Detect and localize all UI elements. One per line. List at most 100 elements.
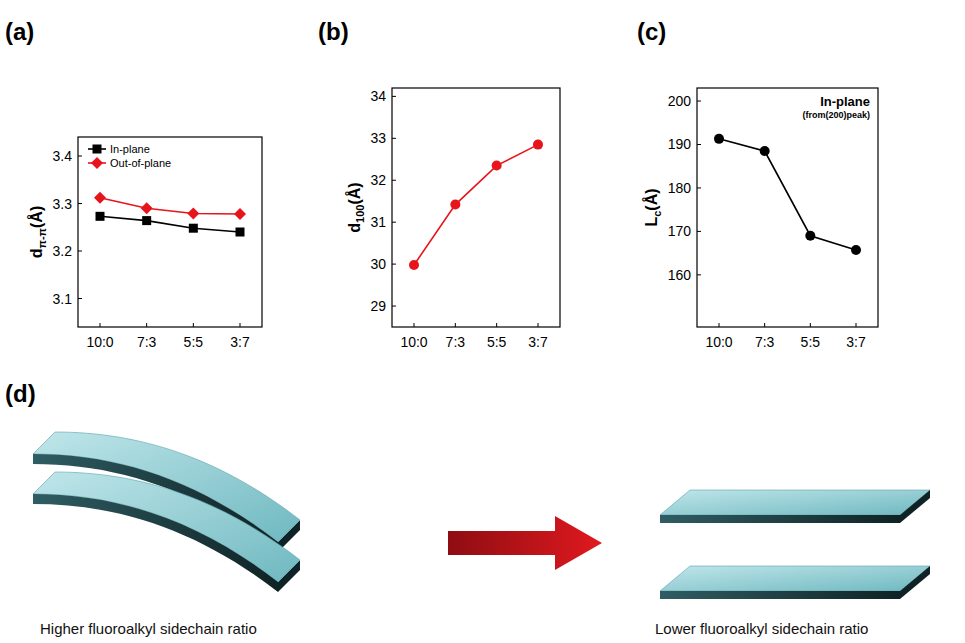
legend-label: Out-of-plane	[110, 157, 171, 169]
y-tick	[78, 298, 82, 299]
series-line	[100, 198, 240, 214]
y-title-sub: π-π	[36, 227, 48, 248]
y-tick	[392, 180, 396, 181]
slab-side	[900, 490, 930, 523]
y-tick	[392, 306, 396, 307]
y-tick	[697, 231, 701, 232]
x-tick	[240, 323, 241, 327]
marker-circle	[851, 245, 861, 255]
y-tick-label: 31	[370, 214, 386, 230]
marker-diamond	[91, 157, 103, 169]
series-line	[719, 139, 856, 250]
x-tick	[856, 323, 857, 327]
x-tick	[455, 323, 456, 327]
panel-letter: (d)	[5, 380, 36, 407]
slab-front	[660, 591, 900, 599]
x-tick	[100, 323, 101, 327]
marker-square	[236, 228, 245, 237]
plot-frame	[392, 88, 560, 327]
y-tick-label: 190	[668, 136, 692, 152]
marker-circle	[760, 146, 770, 156]
panel-0: (a)3.13.23.33.410:07:35:53:7dπ-π(Å)In-pl…	[5, 18, 262, 350]
y-tick-label: 3.3	[53, 196, 73, 212]
marker-diamond	[141, 202, 153, 214]
diagram: (d)Higher fluoroalkyl sidechain ratioLow…	[5, 380, 930, 637]
y-tick-label: 3.4	[53, 148, 73, 164]
legend: In-plane Out-of-plane	[88, 143, 171, 169]
y-axis-title: d100(Å)	[345, 182, 366, 232]
x-tick-label: 10:0	[400, 334, 427, 350]
marker-circle	[714, 134, 724, 144]
x-tick-label: 10:0	[86, 334, 113, 350]
y-tick-label: 170	[668, 223, 692, 239]
slab-front	[33, 494, 278, 592]
y-axis-title: dπ-π(Å)	[27, 206, 48, 259]
marker-square	[93, 145, 102, 154]
data-group	[94, 192, 246, 237]
series-line	[100, 216, 240, 232]
annotation: (from(200)peak)	[802, 110, 870, 120]
y-tick-label: 29	[370, 298, 386, 314]
y-tick-label: 200	[668, 93, 692, 109]
y-tick-label: 160	[668, 267, 692, 283]
x-tick-label: 5:5	[184, 334, 204, 350]
slab-side	[900, 566, 930, 599]
x-tick-label: 7:3	[137, 334, 157, 350]
y-title-sub: 100	[354, 205, 366, 223]
panel-letter: (b)	[318, 18, 349, 45]
x-tick	[496, 323, 497, 327]
arrow	[448, 516, 602, 570]
marker-circle	[492, 161, 502, 171]
plot-frame	[78, 137, 262, 327]
marker-circle	[409, 260, 419, 270]
y-title-unit: (Å)	[345, 182, 363, 204]
series-line	[414, 145, 538, 265]
y-tick	[392, 264, 396, 265]
legend-item: In-plane	[88, 143, 150, 155]
panel-letter: (c)	[637, 18, 666, 45]
x-tick-label: 3:7	[230, 334, 250, 350]
y-tick-label: 33	[370, 130, 386, 146]
figure: (a)3.13.23.33.410:07:35:53:7dπ-π(Å)In-pl…	[0, 0, 965, 643]
x-tick	[538, 323, 539, 327]
legend-label: In-plane	[110, 143, 150, 155]
diagram-label: Lower fluoroalkyl sidechain ratio	[655, 620, 868, 637]
x-tick	[810, 323, 811, 327]
data-group	[409, 140, 543, 270]
panel-letter: (a)	[5, 18, 34, 45]
y-tick	[392, 138, 396, 139]
legend-item: Out-of-plane	[88, 157, 171, 169]
x-tick-label: 10:0	[705, 334, 732, 350]
y-title-main: d	[28, 248, 45, 258]
x-tick-label: 5:5	[487, 334, 507, 350]
y-title-unit: (Å)	[27, 206, 45, 228]
y-tick-label: 30	[370, 256, 386, 272]
y-tick-label: 3.1	[53, 291, 73, 307]
y-tick	[697, 187, 701, 188]
x-tick-label: 3:7	[846, 334, 866, 350]
y-tick-label: 32	[370, 172, 386, 188]
x-tick	[146, 323, 147, 327]
y-title-main: L	[643, 217, 660, 227]
slab-front	[660, 515, 900, 523]
marker-square	[96, 212, 105, 221]
marker-square	[189, 224, 198, 233]
marker-circle	[805, 231, 815, 241]
panel-1: (b)29303132333410:07:35:53:7d100(Å)	[318, 18, 560, 350]
x-tick-label: 3:7	[528, 334, 548, 350]
slab-top	[660, 566, 930, 591]
x-tick-label: 5:5	[801, 334, 821, 350]
panel-2: (c)16017018019020010:07:35:53:7Lc(Å)In-p…	[637, 18, 878, 350]
x-tick-label: 7:3	[755, 334, 775, 350]
y-tick-label: 180	[668, 180, 692, 196]
annotation: In-plane	[820, 94, 870, 109]
y-tick	[392, 222, 396, 223]
x-tick	[719, 323, 720, 327]
x-tick-label: 7:3	[446, 334, 466, 350]
y-tick	[697, 144, 701, 145]
marker-diamond	[187, 207, 199, 219]
data-group	[714, 134, 861, 255]
plot-frame	[697, 88, 878, 327]
marker-circle	[533, 140, 543, 150]
x-tick	[764, 323, 765, 327]
